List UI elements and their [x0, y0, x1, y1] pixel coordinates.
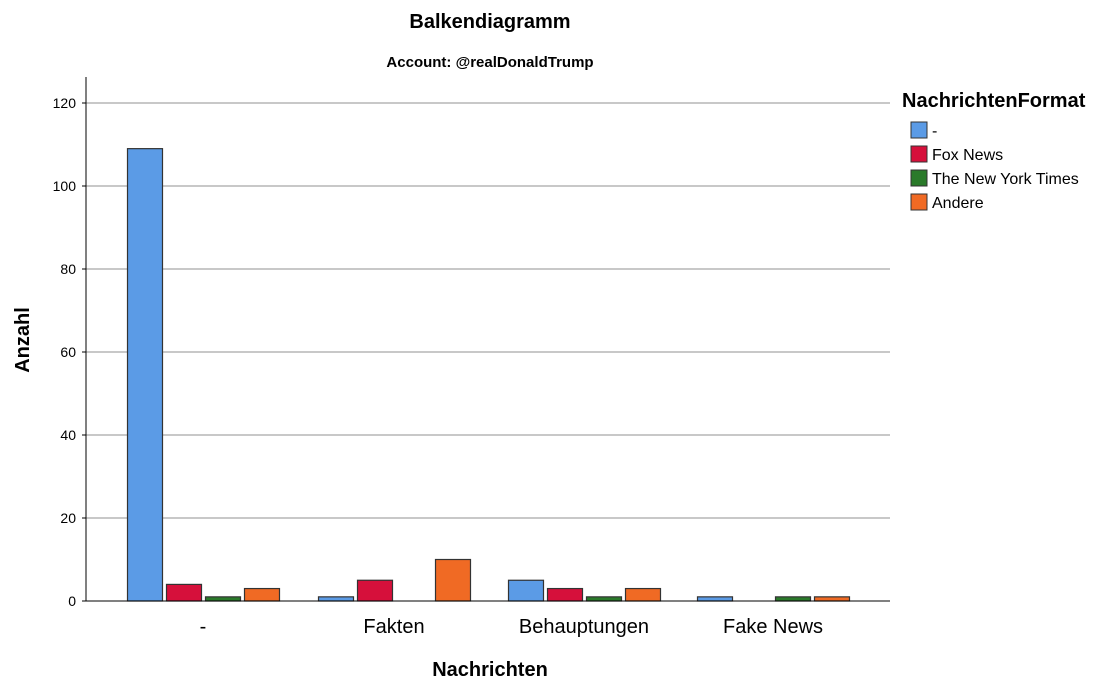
- bar: [434, 558, 472, 602]
- bar: [126, 148, 164, 602]
- bar: [356, 579, 394, 602]
- y-axis-label: Anzahl: [12, 307, 34, 373]
- y-tick-label: 0: [68, 593, 76, 609]
- x-tick-label: Behauptungen: [519, 616, 649, 638]
- bar: [585, 596, 623, 602]
- bar: [813, 596, 851, 602]
- legend-label: Andere: [932, 195, 984, 212]
- bar: [774, 596, 812, 602]
- legend-title: NachrichtenFormat: [902, 90, 1086, 112]
- x-axis-label: Nachrichten: [432, 659, 548, 681]
- bar: [546, 587, 584, 602]
- bar: [317, 596, 355, 602]
- y-tick-label: 100: [53, 178, 77, 194]
- bar: [165, 583, 203, 602]
- legend-swatch: [910, 193, 928, 211]
- y-tick-label: 120: [53, 95, 77, 111]
- x-tick-label: Fakten: [363, 616, 424, 638]
- y-tick-label: 60: [60, 344, 76, 360]
- bar: [243, 587, 281, 602]
- bars: [126, 148, 851, 602]
- legend: - Fox News The New York Times Andere: [910, 121, 1079, 212]
- x-tick-label: -: [200, 616, 207, 638]
- legend-label: Fox News: [932, 147, 1003, 164]
- legend-swatch: [910, 169, 928, 187]
- bar: [696, 596, 734, 602]
- chart-subtitle: Account: @realDonaldTrump: [386, 54, 593, 71]
- legend-swatch: [910, 145, 928, 163]
- bar: [507, 579, 545, 602]
- bar: [624, 587, 662, 602]
- chart-title: Balkendiagramm: [409, 11, 570, 33]
- axes: [85, 77, 890, 602]
- grid-lines: [86, 102, 890, 519]
- y-tick-label: 20: [60, 510, 76, 526]
- y-tick-label: 40: [60, 427, 76, 443]
- y-axis-ticks: 0 20 40 60 80 100 120: [53, 95, 86, 609]
- legend-swatch: [910, 121, 928, 139]
- y-tick-label: 80: [60, 261, 76, 277]
- legend-label: The New York Times: [932, 171, 1079, 188]
- x-tick-label: Fake News: [723, 616, 823, 638]
- x-axis-ticks: - Fakten Behauptungen Fake News: [200, 616, 823, 638]
- bar: [204, 596, 242, 602]
- legend-label: -: [932, 123, 937, 140]
